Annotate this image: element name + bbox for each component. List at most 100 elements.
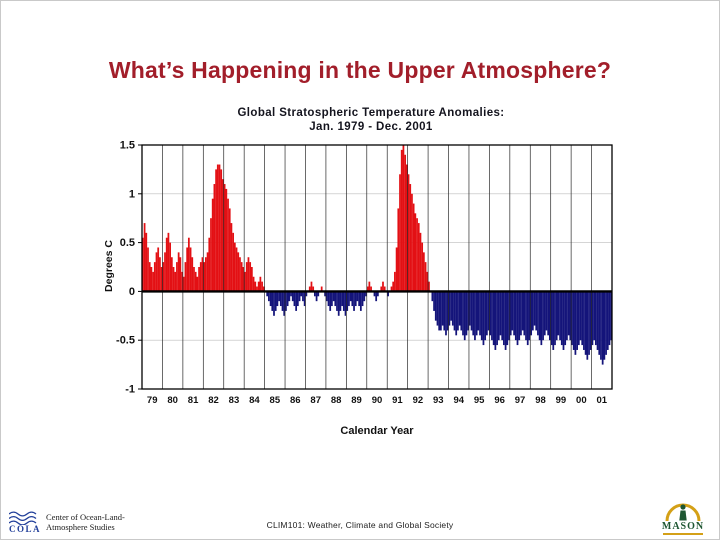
bar (448, 291, 451, 326)
bar (550, 291, 553, 346)
bar (559, 291, 561, 341)
bar (465, 291, 468, 336)
svg-text:97: 97 (515, 395, 526, 406)
bar (443, 291, 446, 331)
svg-text:91: 91 (392, 395, 403, 406)
bar (164, 252, 166, 292)
bar (387, 291, 389, 297)
year-gridlines (141, 145, 613, 389)
bar (404, 154, 406, 292)
bar (540, 291, 543, 346)
bar (555, 291, 558, 341)
bar (589, 291, 592, 350)
bar (574, 291, 577, 355)
bar (271, 291, 274, 311)
bar (279, 291, 282, 307)
org-name-line1: Center of Ocean-Land- (46, 511, 125, 522)
bar (462, 291, 464, 336)
bar (206, 252, 209, 292)
y-axis-label: Degrees C (102, 240, 115, 292)
bar (349, 291, 352, 302)
bar (313, 291, 316, 297)
bar (346, 291, 349, 311)
svg-text:92: 92 (413, 395, 424, 406)
bar (288, 291, 291, 302)
bar (509, 291, 512, 336)
bar (286, 291, 289, 307)
bar (542, 291, 544, 341)
bar (150, 267, 153, 292)
bar (230, 223, 233, 292)
svg-text:-0.5: -0.5 (116, 335, 135, 347)
bar (170, 257, 173, 292)
bar (399, 174, 401, 292)
bar (213, 184, 216, 292)
chart-subtitle: Jan. 1979 - Dec. 2001 (309, 121, 433, 133)
bar (375, 291, 378, 302)
bar (411, 193, 413, 292)
bar (331, 291, 333, 307)
bar (344, 291, 347, 316)
course-caption: CLIM101: Weather, Climate and Global Soc… (266, 520, 454, 530)
bar (474, 291, 476, 341)
bar (434, 291, 437, 321)
bar (293, 291, 296, 307)
slide-title: What’s Happening in the Upper Atmosphere… (108, 57, 612, 83)
bar (577, 291, 580, 346)
bar (407, 174, 410, 292)
bar (205, 257, 207, 292)
bar (514, 291, 517, 341)
footer-left: COLA Center of Ocean-Land- Atmosphere St… (9, 511, 125, 534)
bar (302, 291, 304, 302)
bar (145, 232, 148, 292)
bar (308, 286, 311, 292)
bar (159, 257, 161, 292)
bar (485, 291, 488, 336)
bar (535, 291, 538, 331)
bar (365, 291, 367, 297)
bar (172, 267, 175, 292)
bar (562, 291, 565, 350)
bar (187, 237, 190, 292)
bar (194, 271, 197, 292)
bar (257, 281, 260, 292)
bar (320, 286, 323, 292)
bar (567, 291, 570, 336)
bar (531, 291, 534, 331)
bar (167, 232, 170, 292)
svg-text:82: 82 (208, 395, 219, 406)
bar (537, 291, 539, 336)
bar (373, 291, 376, 297)
svg-text:89: 89 (351, 395, 362, 406)
bar (479, 291, 481, 336)
bar (499, 291, 502, 336)
bar (482, 291, 485, 346)
bar (222, 179, 224, 292)
bar (201, 257, 204, 292)
x-tick-labels: 79 80 81 82 83 84 85 86 87 88 89 90 91 92 93 94 95 96 97 98… (147, 395, 608, 406)
bar (143, 223, 146, 292)
bar (215, 169, 217, 292)
bar (445, 291, 447, 336)
bar (220, 169, 223, 292)
bar (274, 291, 277, 311)
svg-text:88: 88 (331, 395, 342, 406)
bar (594, 291, 597, 346)
bar (467, 291, 470, 331)
bar (606, 291, 609, 350)
bar (402, 145, 405, 292)
svg-text:0: 0 (129, 286, 135, 298)
bar (208, 237, 211, 292)
bar (503, 291, 505, 346)
bar (147, 247, 149, 292)
bar (516, 291, 519, 346)
bar (380, 286, 383, 292)
bar (189, 247, 192, 292)
bar (174, 271, 177, 292)
bar (383, 286, 386, 292)
bar (176, 262, 178, 292)
svg-text:87: 87 (310, 395, 321, 406)
chart-block: Global Stratospheric Temperature Anomali… (91, 107, 631, 437)
bar (179, 257, 182, 292)
svg-text:83: 83 (229, 395, 240, 406)
